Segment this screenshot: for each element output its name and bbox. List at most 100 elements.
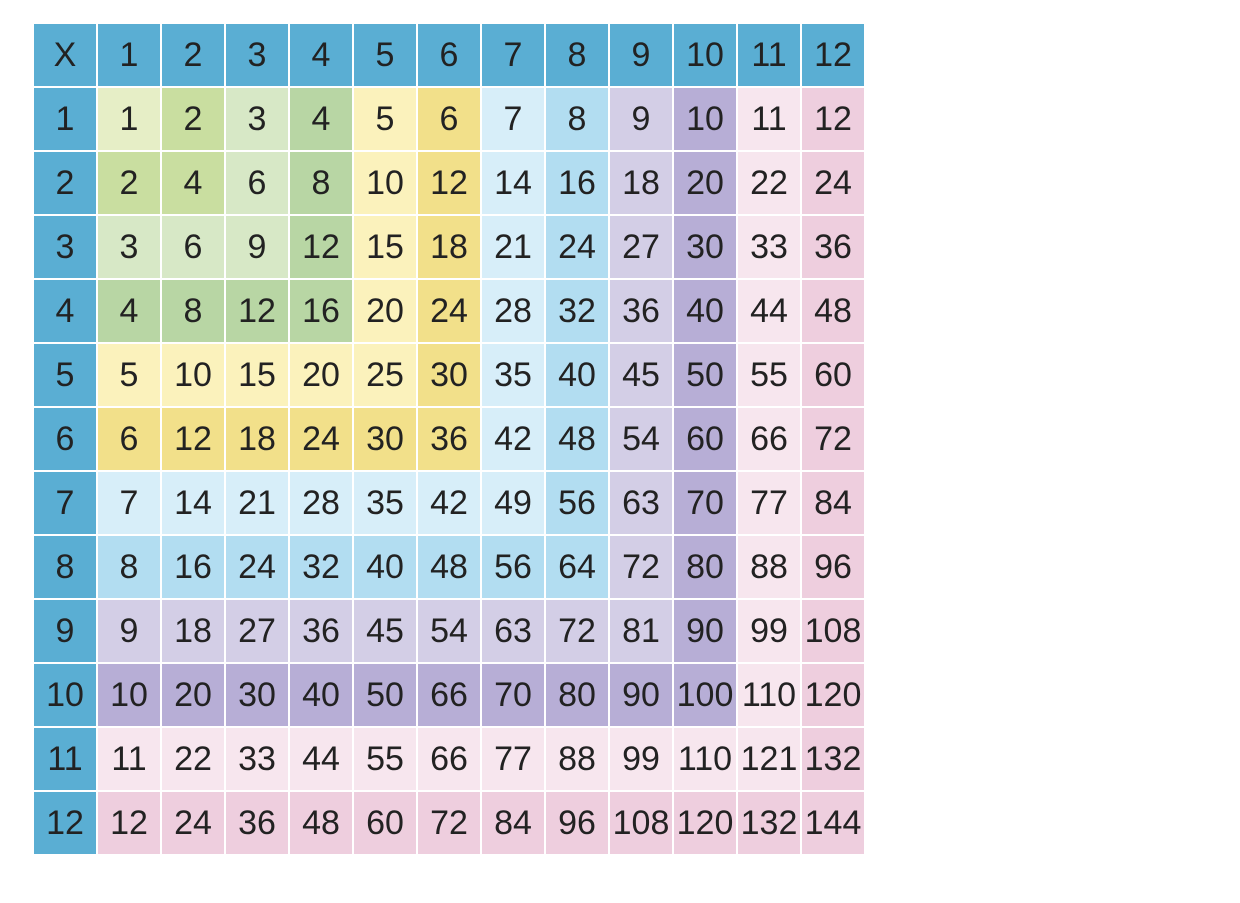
product-cell: 60 bbox=[353, 791, 417, 855]
product-cell: 40 bbox=[353, 535, 417, 599]
col-header: 8 bbox=[545, 23, 609, 87]
product-cell: 12 bbox=[161, 407, 225, 471]
product-cell: 4 bbox=[289, 87, 353, 151]
product-cell: 5 bbox=[97, 343, 161, 407]
product-cell: 16 bbox=[161, 535, 225, 599]
product-cell: 64 bbox=[545, 535, 609, 599]
row-header: 7 bbox=[33, 471, 97, 535]
product-cell: 32 bbox=[289, 535, 353, 599]
product-cell: 16 bbox=[545, 151, 609, 215]
product-cell: 25 bbox=[353, 343, 417, 407]
table-row: 10102030405066708090100110120 bbox=[33, 663, 865, 727]
product-cell: 36 bbox=[801, 215, 865, 279]
product-cell: 50 bbox=[673, 343, 737, 407]
product-cell: 70 bbox=[673, 471, 737, 535]
product-cell: 15 bbox=[225, 343, 289, 407]
product-cell: 22 bbox=[737, 151, 801, 215]
product-cell: 20 bbox=[353, 279, 417, 343]
product-cell: 66 bbox=[417, 663, 481, 727]
product-cell: 55 bbox=[353, 727, 417, 791]
product-cell: 44 bbox=[737, 279, 801, 343]
product-cell: 16 bbox=[289, 279, 353, 343]
product-cell: 44 bbox=[289, 727, 353, 791]
product-cell: 48 bbox=[417, 535, 481, 599]
product-cell: 42 bbox=[481, 407, 545, 471]
row-header: 8 bbox=[33, 535, 97, 599]
table-row: 121224364860728496108120132144 bbox=[33, 791, 865, 855]
product-cell: 108 bbox=[801, 599, 865, 663]
product-cell: 120 bbox=[673, 791, 737, 855]
product-cell: 4 bbox=[97, 279, 161, 343]
product-cell: 132 bbox=[801, 727, 865, 791]
product-cell: 14 bbox=[481, 151, 545, 215]
product-cell: 21 bbox=[225, 471, 289, 535]
product-cell: 18 bbox=[225, 407, 289, 471]
col-header: 5 bbox=[353, 23, 417, 87]
row-header: 2 bbox=[33, 151, 97, 215]
product-cell: 27 bbox=[609, 215, 673, 279]
product-cell: 40 bbox=[545, 343, 609, 407]
product-cell: 24 bbox=[545, 215, 609, 279]
product-cell: 24 bbox=[225, 535, 289, 599]
product-cell: 30 bbox=[225, 663, 289, 727]
product-cell: 56 bbox=[481, 535, 545, 599]
product-cell: 99 bbox=[737, 599, 801, 663]
product-cell: 54 bbox=[609, 407, 673, 471]
product-cell: 96 bbox=[545, 791, 609, 855]
product-cell: 80 bbox=[545, 663, 609, 727]
row-header: 9 bbox=[33, 599, 97, 663]
product-cell: 8 bbox=[97, 535, 161, 599]
col-header: 1 bbox=[97, 23, 161, 87]
product-cell: 7 bbox=[481, 87, 545, 151]
product-cell: 33 bbox=[737, 215, 801, 279]
product-cell: 7 bbox=[97, 471, 161, 535]
product-cell: 84 bbox=[801, 471, 865, 535]
product-cell: 15 bbox=[353, 215, 417, 279]
product-cell: 10 bbox=[353, 151, 417, 215]
product-cell: 10 bbox=[673, 87, 737, 151]
product-cell: 42 bbox=[417, 471, 481, 535]
product-cell: 56 bbox=[545, 471, 609, 535]
product-cell: 32 bbox=[545, 279, 609, 343]
product-cell: 20 bbox=[289, 343, 353, 407]
product-cell: 45 bbox=[353, 599, 417, 663]
product-cell: 28 bbox=[481, 279, 545, 343]
product-cell: 40 bbox=[289, 663, 353, 727]
product-cell: 24 bbox=[417, 279, 481, 343]
product-cell: 12 bbox=[289, 215, 353, 279]
product-cell: 120 bbox=[801, 663, 865, 727]
product-cell: 30 bbox=[417, 343, 481, 407]
product-cell: 72 bbox=[801, 407, 865, 471]
col-header: 11 bbox=[737, 23, 801, 87]
product-cell: 36 bbox=[417, 407, 481, 471]
row-header: 12 bbox=[33, 791, 97, 855]
product-cell: 90 bbox=[609, 663, 673, 727]
product-cell: 66 bbox=[417, 727, 481, 791]
product-cell: 9 bbox=[97, 599, 161, 663]
product-cell: 144 bbox=[801, 791, 865, 855]
col-header: 4 bbox=[289, 23, 353, 87]
product-cell: 20 bbox=[161, 663, 225, 727]
row-header: 3 bbox=[33, 215, 97, 279]
product-cell: 20 bbox=[673, 151, 737, 215]
product-cell: 36 bbox=[289, 599, 353, 663]
col-header: 2 bbox=[161, 23, 225, 87]
product-cell: 3 bbox=[97, 215, 161, 279]
product-cell: 60 bbox=[673, 407, 737, 471]
product-cell: 81 bbox=[609, 599, 673, 663]
product-cell: 27 bbox=[225, 599, 289, 663]
product-cell: 88 bbox=[545, 727, 609, 791]
product-cell: 9 bbox=[609, 87, 673, 151]
col-header: 3 bbox=[225, 23, 289, 87]
product-cell: 8 bbox=[161, 279, 225, 343]
product-cell: 28 bbox=[289, 471, 353, 535]
product-cell: 5 bbox=[353, 87, 417, 151]
product-cell: 45 bbox=[609, 343, 673, 407]
product-cell: 100 bbox=[673, 663, 737, 727]
product-cell: 18 bbox=[609, 151, 673, 215]
product-cell: 49 bbox=[481, 471, 545, 535]
product-cell: 84 bbox=[481, 791, 545, 855]
product-cell: 48 bbox=[801, 279, 865, 343]
product-cell: 108 bbox=[609, 791, 673, 855]
col-header: 6 bbox=[417, 23, 481, 87]
